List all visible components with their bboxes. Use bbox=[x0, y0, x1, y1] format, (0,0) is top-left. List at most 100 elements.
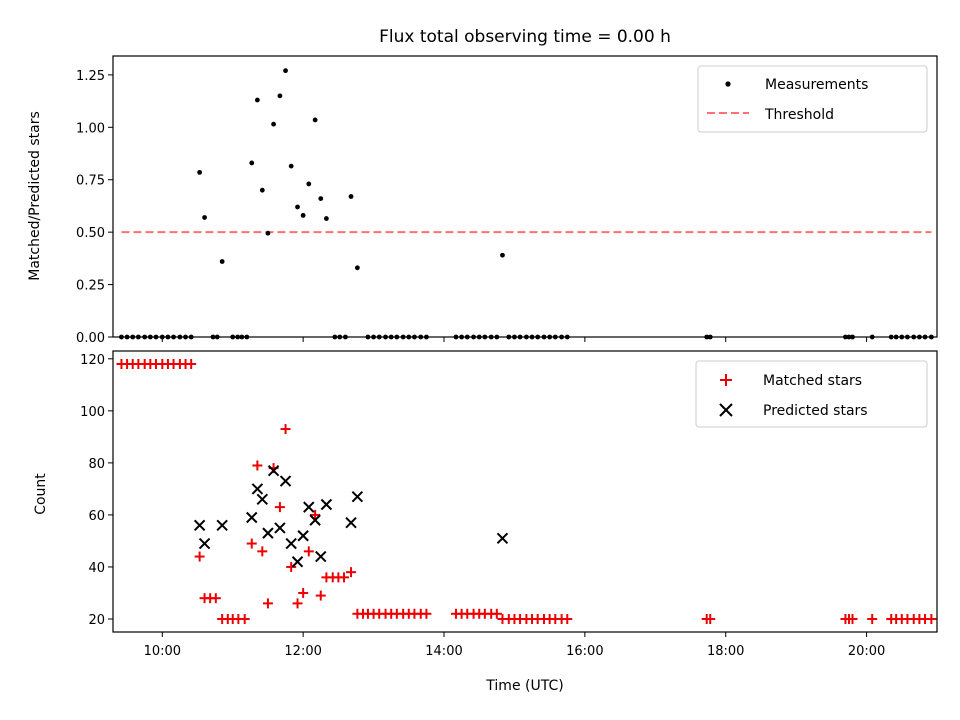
predicted-point bbox=[274, 522, 286, 534]
measurement-point bbox=[500, 252, 505, 258]
matched-point bbox=[280, 424, 291, 435]
measurement-point bbox=[354, 265, 360, 271]
matched-point bbox=[926, 613, 937, 624]
matched-point bbox=[705, 613, 716, 624]
matched-point bbox=[274, 502, 285, 513]
bottom-y-ticks: 20 40 60 80 100 120 bbox=[80, 353, 113, 628]
legend-predicted-label: Predicted stars bbox=[763, 403, 868, 419]
xtick-label: 20:00 bbox=[848, 644, 885, 659]
measurement-point bbox=[283, 68, 288, 74]
predicted-point bbox=[216, 519, 228, 532]
matched-point bbox=[562, 613, 573, 624]
predicted-point bbox=[291, 556, 304, 568]
top-axes-frame bbox=[112, 55, 938, 338]
bottom-legend-box bbox=[695, 360, 928, 428]
predicted-point bbox=[193, 519, 206, 532]
bottom-x-ticks: 10:00 12:00 14:00 16:00 18:00 20:00 bbox=[144, 632, 885, 659]
matched-point bbox=[421, 608, 432, 619]
predicted-points bbox=[193, 464, 509, 568]
matched-point bbox=[292, 598, 303, 609]
legend-matched-marker bbox=[720, 374, 732, 386]
legend-predicted-marker bbox=[719, 403, 733, 417]
measurement-point bbox=[197, 169, 203, 175]
predicted-point bbox=[256, 493, 269, 506]
matched-point bbox=[252, 460, 263, 471]
matched-point bbox=[194, 551, 205, 562]
x-axis-label: Time (UTC) bbox=[485, 678, 563, 694]
matched-point bbox=[239, 613, 250, 624]
top-ytick-label: 0.50 bbox=[76, 226, 105, 241]
measurement-point bbox=[323, 216, 329, 221]
chart-title: Flux total observing time = 0.00 h bbox=[379, 27, 671, 47]
measurement-point bbox=[265, 230, 271, 236]
bottom-ytick-label: 40 bbox=[88, 561, 105, 576]
matched-point bbox=[286, 561, 297, 572]
predicted-point bbox=[309, 514, 321, 526]
measurement-point bbox=[318, 196, 324, 201]
top-panel: Flux total observing time = 0.00 h Match… bbox=[27, 27, 938, 346]
top-y-axis-label: Matched/Predicted stars bbox=[27, 111, 43, 281]
xtick-label: 16:00 bbox=[566, 644, 603, 659]
matched-point bbox=[262, 598, 273, 609]
top-ytick-label: 1.25 bbox=[76, 69, 105, 84]
bottom-panel: Count Time (UTC) 20 40 60 80 100 120 10:00 12:… bbox=[33, 350, 938, 694]
measurement-point bbox=[288, 163, 294, 169]
predicted-point bbox=[297, 530, 309, 542]
bottom-ytick-label: 60 bbox=[88, 509, 105, 524]
bottom-axes-frame bbox=[112, 350, 938, 633]
matched-point bbox=[310, 509, 321, 520]
bottom-ytick-label: 120 bbox=[80, 353, 105, 368]
legend-measurements-marker bbox=[725, 81, 731, 87]
matched-point bbox=[303, 546, 314, 557]
matched-point bbox=[246, 538, 257, 549]
legend-measurements-label: Measurements bbox=[765, 77, 868, 93]
top-legend: Measurements Threshold bbox=[697, 65, 928, 133]
matched-point bbox=[867, 613, 878, 624]
xtick-label: 14:00 bbox=[425, 644, 462, 659]
matched-point bbox=[315, 590, 326, 601]
matched-point bbox=[298, 587, 309, 598]
bottom-legend: Matched stars Predicted stars bbox=[695, 360, 928, 428]
measurement-point bbox=[249, 160, 255, 166]
top-ytick-label: 1.00 bbox=[76, 121, 105, 136]
xtick-label: 12:00 bbox=[284, 644, 321, 659]
measurement-point bbox=[219, 259, 225, 264]
legend-matched-label: Matched stars bbox=[763, 373, 862, 389]
matched-point bbox=[257, 546, 268, 557]
measurement-point bbox=[348, 194, 354, 199]
measurement-point bbox=[254, 97, 260, 103]
predicted-point bbox=[351, 490, 364, 503]
predicted-point bbox=[246, 511, 258, 524]
top-y-ticks: 0.00 0.25 0.50 0.75 1.00 1.25 bbox=[76, 69, 113, 346]
predicted-point bbox=[303, 501, 315, 513]
matched-point bbox=[339, 572, 350, 583]
measurement-point bbox=[271, 121, 276, 127]
bottom-y-axis-label: Count bbox=[33, 473, 49, 515]
top-ytick-label: 0.75 bbox=[76, 174, 105, 189]
predicted-point bbox=[345, 517, 357, 529]
predicted-point bbox=[285, 537, 297, 550]
measurement-point bbox=[295, 204, 300, 210]
predicted-point bbox=[315, 550, 327, 563]
measurement-point bbox=[306, 181, 312, 187]
bottom-ytick-label: 20 bbox=[88, 613, 105, 628]
predicted-point bbox=[496, 532, 509, 545]
matched-point bbox=[210, 593, 221, 604]
predicted-point bbox=[267, 464, 280, 477]
predicted-point bbox=[320, 498, 333, 511]
matched-points bbox=[116, 359, 937, 624]
predicted-point bbox=[251, 483, 264, 495]
predicted-point bbox=[279, 475, 292, 487]
predicted-point bbox=[262, 527, 274, 539]
xtick-label: 10:00 bbox=[144, 644, 181, 659]
legend-threshold-label: Threshold bbox=[764, 107, 834, 123]
measurement-point bbox=[300, 212, 306, 218]
measurement-point bbox=[312, 117, 318, 123]
predicted-point bbox=[198, 537, 211, 550]
top-ytick-label: 0.25 bbox=[76, 279, 105, 294]
top-legend-box bbox=[697, 65, 928, 133]
matched-point bbox=[186, 359, 197, 370]
matched-point bbox=[491, 608, 502, 619]
measurement-point bbox=[259, 187, 265, 193]
measurement-point bbox=[277, 93, 283, 99]
